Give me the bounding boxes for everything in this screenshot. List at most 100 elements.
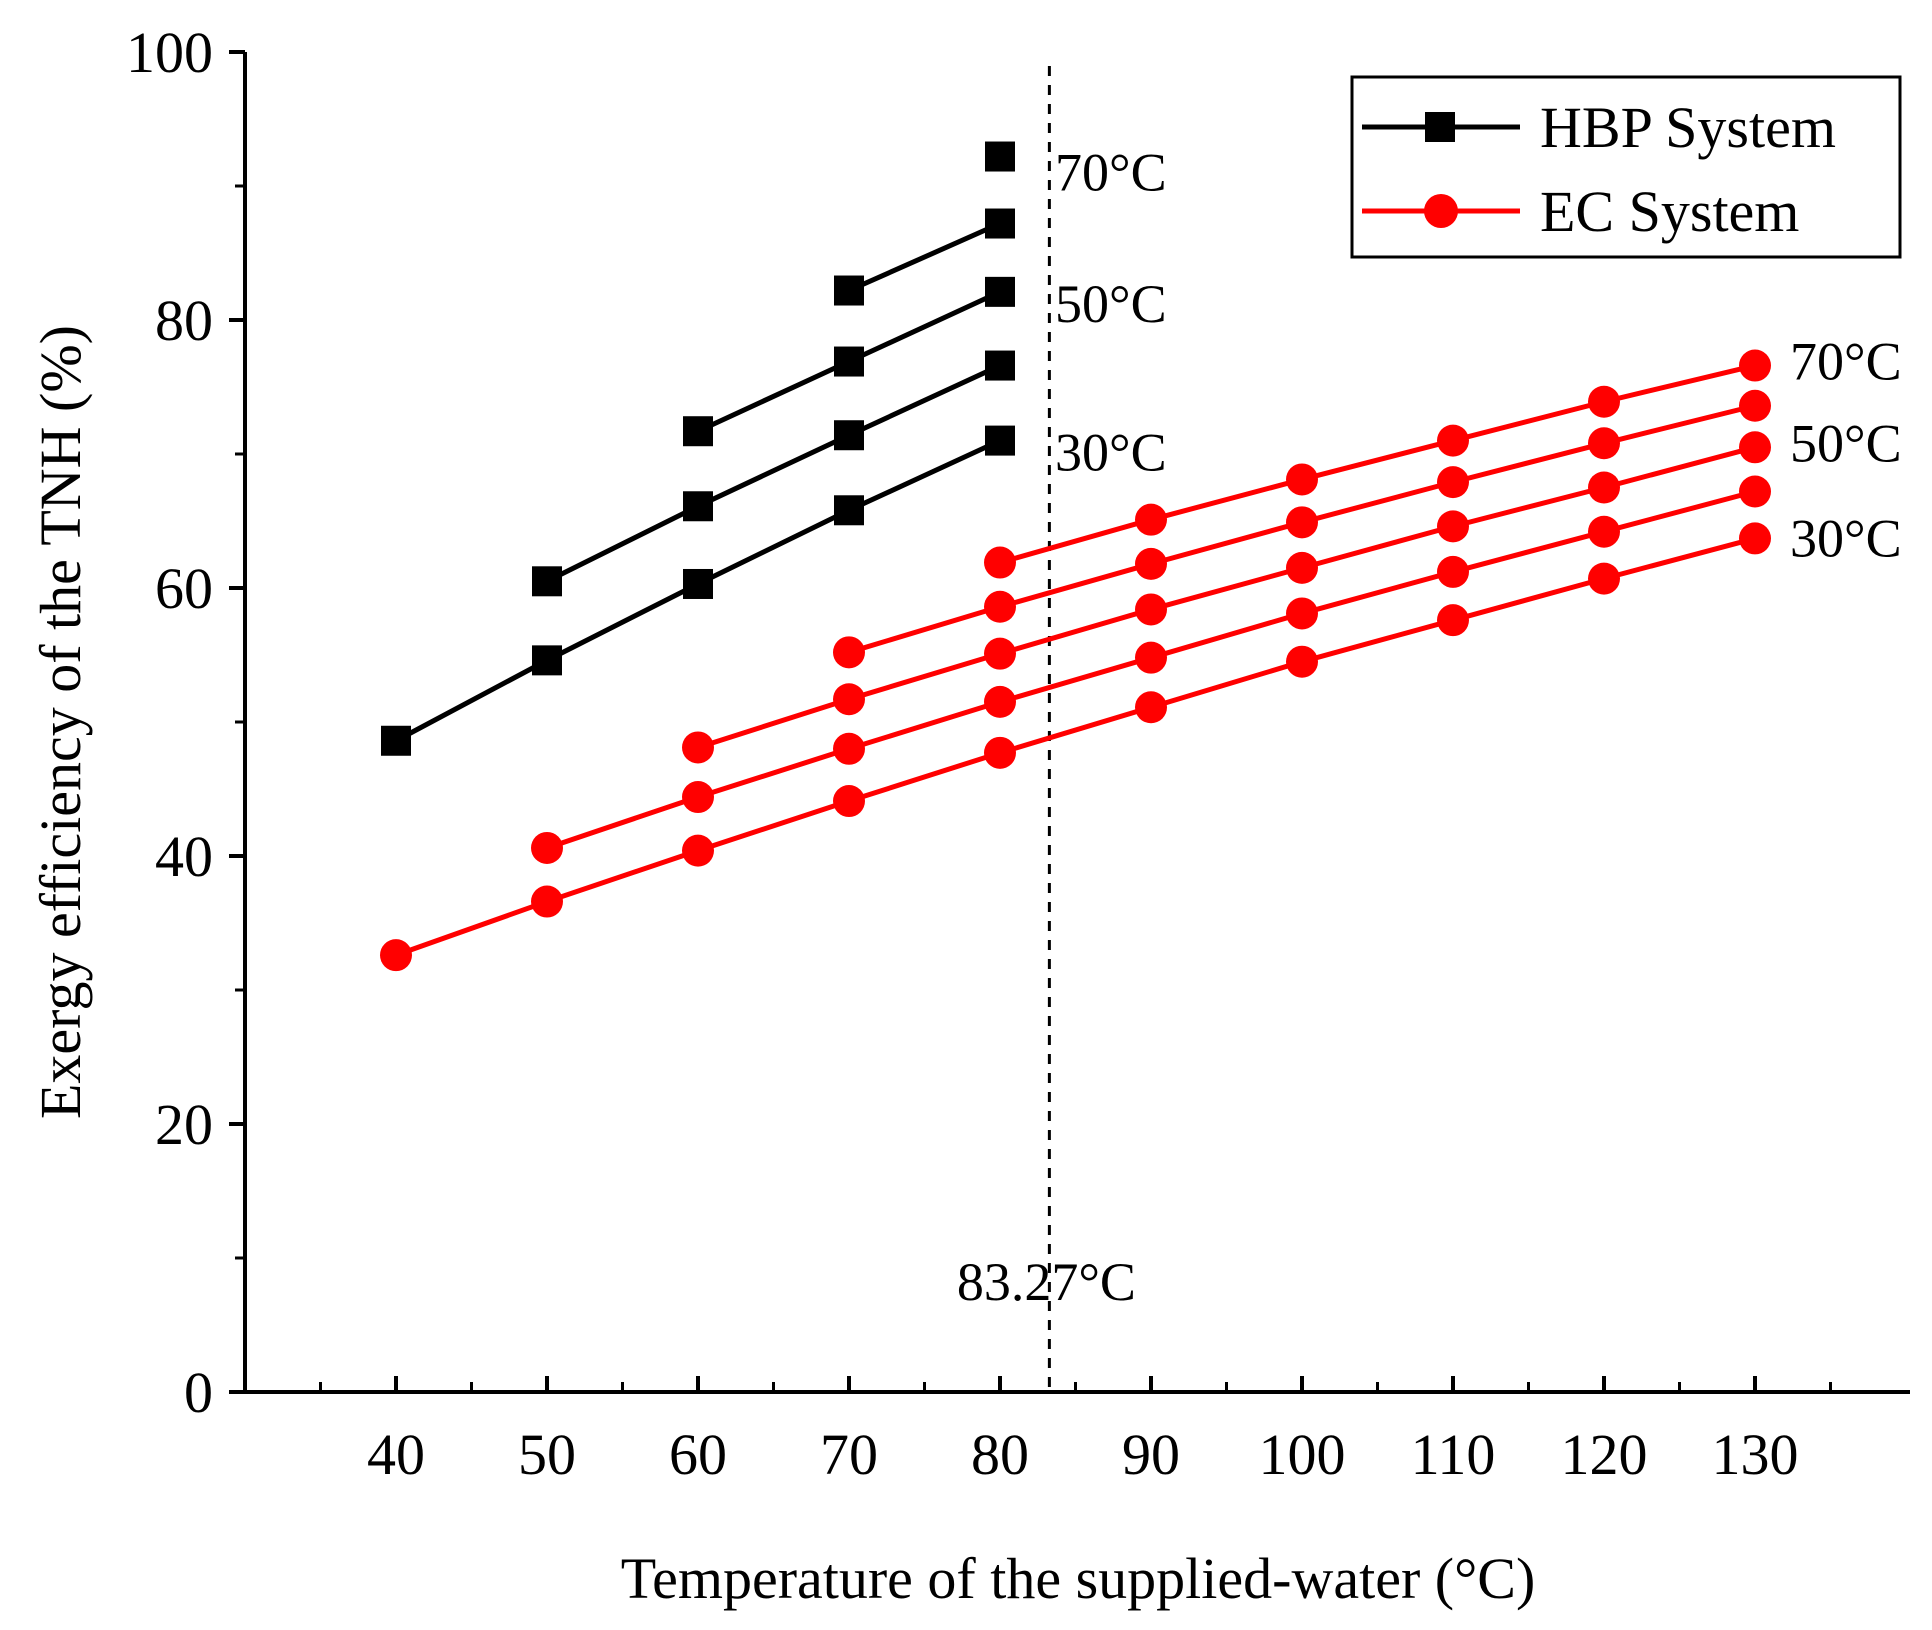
ec-data-point [984,590,1016,623]
hbp-data-point [381,725,411,756]
axes-group: 0 20 40 60 80 100 40 50 60 70 80 90 100 110 120 130 Temp… [28,20,1910,1611]
legend-group: HBP System EC System [1350,75,1902,259]
ec-data-point [1286,463,1318,496]
y-tick-label: 60 [155,556,213,621]
y-tick-label: 100 [126,20,213,85]
y-axis-title: Exergy efficiency of the TNH (%) [28,325,93,1119]
ec-data-point [1135,547,1167,580]
ec-data-point [1135,691,1167,724]
curve-label: 50°C [1790,413,1902,473]
curve-label: 70°C [1055,143,1167,203]
ec-data-point [1135,503,1167,536]
hbp-series [985,141,1015,172]
annotations-group: 70°C 50°C 30°C 70°C 50°C 30°C [1055,143,1902,569]
hbp-data-point [834,495,864,526]
y-tick-label: 0 [184,1360,213,1425]
y-tick-label: 80 [155,288,213,353]
hbp-data-point [532,645,562,676]
ec-data-point [1588,515,1620,548]
x-tick-label: 40 [367,1422,425,1487]
hbp-data-point [834,346,864,377]
ec-data-point [833,785,865,818]
x-tick-label: 80 [971,1422,1029,1487]
curve-label: 30°C [1055,423,1167,483]
ec-data-point [1739,475,1771,508]
hbp-data-point [834,275,864,306]
ec-data-point [1588,427,1620,460]
hbp-series-line [545,363,1002,584]
ec-series [380,522,1771,972]
x-axis-title: Temperature of the supplied-water (°C) [621,1546,1536,1611]
ec-series-line [395,536,1756,958]
hbp-series [381,425,1015,756]
hbp-series [532,350,1015,597]
ec-data-point [1739,389,1771,422]
x-tick-label: 60 [669,1422,727,1487]
hbp-series [834,208,1015,306]
ec-data-point [1286,551,1318,584]
y-tick-label: 20 [155,1092,213,1157]
ec-series [531,475,1771,864]
legend-square-marker [1425,112,1455,142]
curve-label: 70°C [1790,332,1902,392]
ec-data-point [531,831,563,864]
ec-data-point [531,885,563,918]
hbp-data-point [985,141,1015,172]
x-tick-label: 100 [1259,1422,1346,1487]
legend-label: EC System [1540,179,1799,244]
ec-data-point [1437,604,1469,637]
ec-data-point [1135,593,1167,626]
ec-series [984,349,1771,579]
series-group [380,141,1771,972]
ec-data-point [1588,562,1620,595]
ec-data-point [1437,555,1469,588]
ec-series [682,431,1771,764]
curve-label: 50°C [1055,274,1167,334]
ec-data-point [984,637,1016,670]
ec-data-point [1739,349,1771,382]
ec-data-point [1437,510,1469,543]
ec-data-point [1286,506,1318,539]
curve-label: 30°C [1790,508,1902,568]
ec-data-point [1739,431,1771,464]
reference-line-label: 83.27°C [957,1252,1136,1312]
x-tick-label: 50 [518,1422,576,1487]
ec-data-point [682,834,714,867]
hbp-series [683,276,1015,447]
hbp-data-point [683,416,713,447]
ec-data-point [833,636,865,669]
hbp-data-point [683,568,713,599]
y-tick-label: 40 [155,824,213,889]
ec-data-point [984,736,1016,769]
x-tick-label: 110 [1411,1422,1496,1487]
ec-data-point [984,546,1016,579]
hbp-data-point [985,425,1015,456]
ec-data-point [682,731,714,764]
ec-data-point [380,939,412,972]
hbp-data-point [683,491,713,522]
hbp-data-point [985,208,1015,239]
x-tick-label: 130 [1712,1422,1799,1487]
reference-line-group: 83.27°C [957,66,1136,1392]
ec-data-point [1588,385,1620,418]
ec-data-point [1286,645,1318,678]
ec-series [833,389,1771,669]
x-tick-label: 70 [820,1422,878,1487]
ec-data-point [984,685,1016,718]
ec-data-point [833,732,865,765]
ec-data-point [1286,597,1318,630]
hbp-data-point [532,566,562,597]
ec-data-point [1135,641,1167,674]
ec-data-point [1739,522,1771,555]
hbp-data-point [985,276,1015,307]
ec-data-point [682,781,714,814]
hbp-data-point [834,420,864,451]
ec-data-point [1588,471,1620,504]
x-tick-label: 120 [1561,1422,1648,1487]
legend-circle-marker [1424,194,1458,228]
hbp-series-line [847,221,1002,293]
ec-data-point [1437,424,1469,457]
ec-series-line [697,444,1756,750]
ec-series-line [999,363,1756,565]
